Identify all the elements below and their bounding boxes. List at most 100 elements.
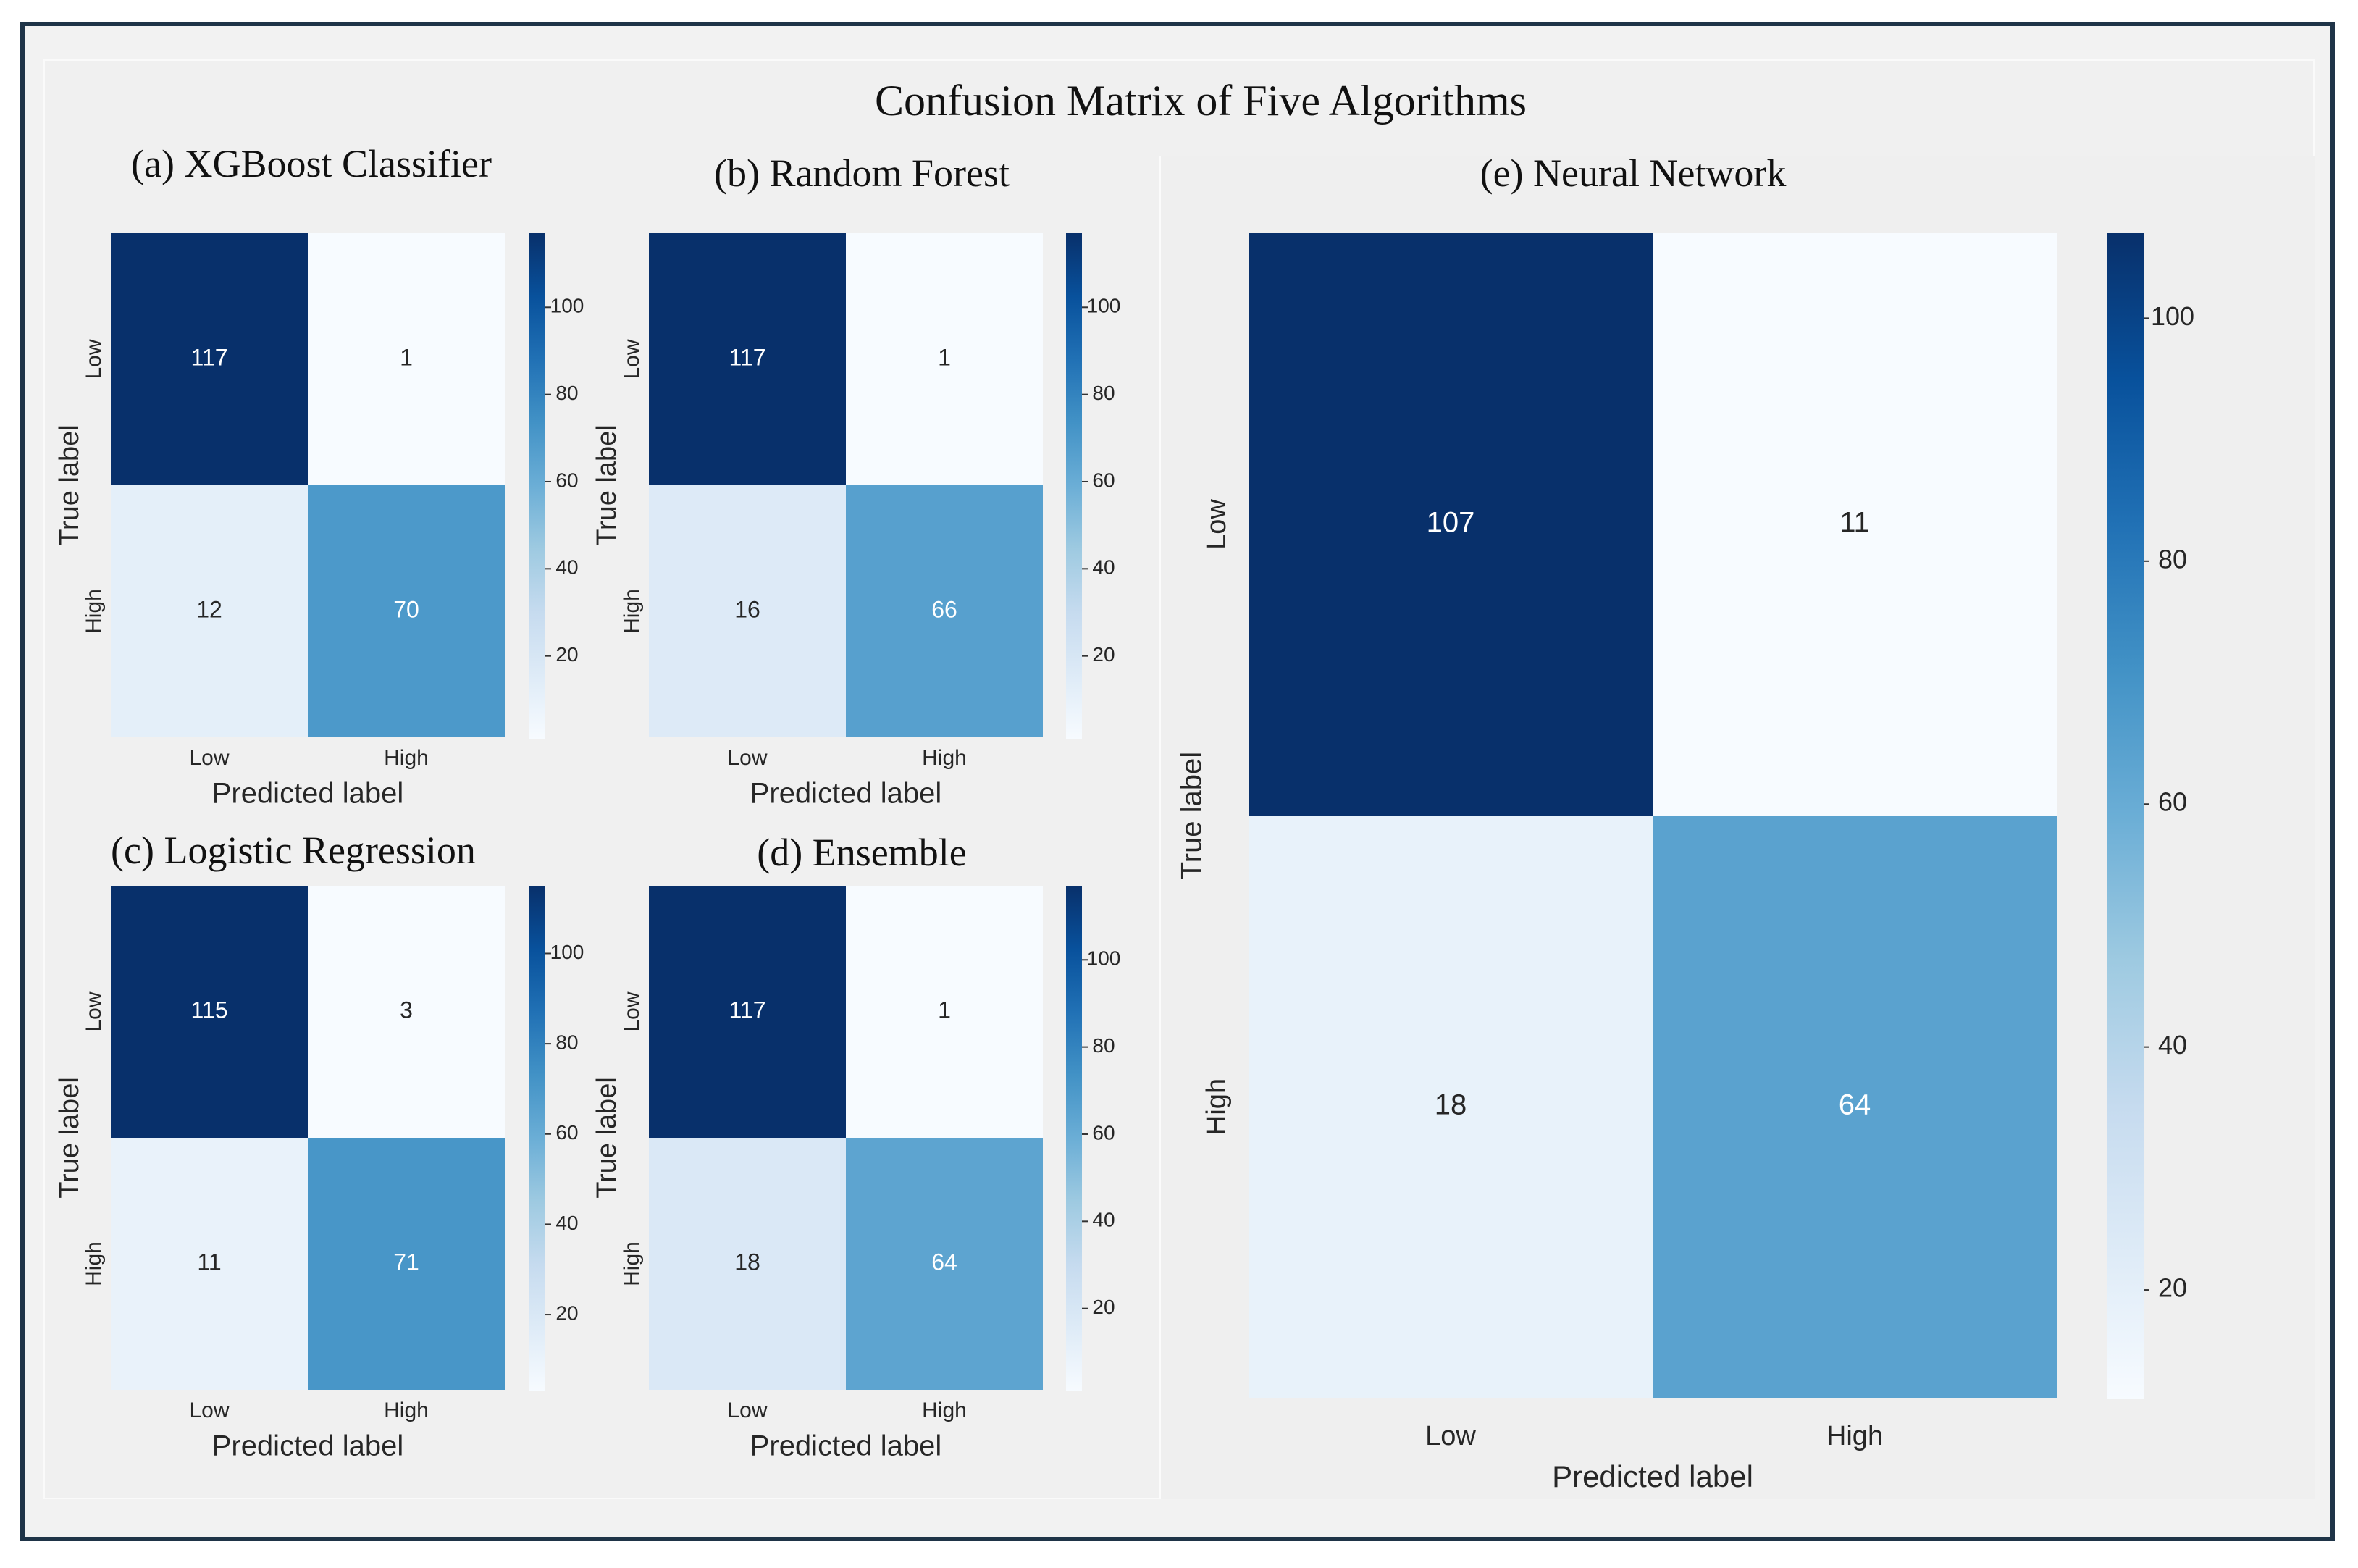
colorbar-tick-label: 20: [1092, 1296, 1115, 1318]
colorbar-tick-label: 40: [555, 1212, 578, 1234]
cell-value-label: 12: [196, 596, 222, 622]
x-tick-label: High: [384, 746, 429, 770]
cell-value-label: 115: [190, 997, 227, 1023]
y-axis-label: True label: [592, 424, 622, 546]
colorbar-tick-label: 40: [1092, 1209, 1115, 1231]
cell-value-label: 18: [734, 1249, 760, 1275]
cell-value-label: 3: [400, 997, 413, 1023]
heatmap-cell: [111, 485, 308, 737]
heatmap-cell: [846, 886, 1043, 1138]
y-axis-label: True label: [54, 424, 85, 546]
heatmap-cell: [1249, 233, 1653, 816]
cell-value-label: 117: [729, 344, 765, 370]
cell-value-label: 64: [1839, 1089, 1871, 1121]
cell-value-label: 71: [393, 1249, 419, 1275]
colorbar-tick-label: 60: [555, 469, 578, 491]
y-tick-label: Low: [620, 991, 644, 1031]
cell-value-label: 11: [1839, 507, 1870, 539]
cell-value-label: 1: [938, 997, 951, 1023]
colorbar: [529, 233, 545, 739]
cell-value-label: 16: [734, 596, 760, 622]
heatmap-cell: [846, 233, 1043, 485]
colorbar-tick-label: 60: [555, 1121, 578, 1144]
colorbar-tick-label: 100: [1087, 947, 1121, 970]
colorbar-tick-label: 20: [555, 643, 578, 666]
colorbar: [529, 886, 545, 1391]
panel-title-random-forest: (b) Random Forest: [714, 151, 1010, 195]
colorbar-tick-label: 80: [555, 1031, 578, 1054]
colorbar: [2107, 233, 2144, 1399]
heatmap-cell: [649, 1138, 846, 1390]
y-tick-label: Low: [82, 339, 106, 379]
cell-value-label: 64: [931, 1249, 957, 1275]
colorbar-tick-label: 20: [1092, 643, 1115, 666]
x-tick-label: Low: [727, 1399, 767, 1422]
x-axis-label: Predicted label: [750, 1430, 942, 1462]
heatmap-cell: [1653, 233, 2057, 816]
y-tick-label: High: [620, 1241, 644, 1286]
y-tick-label: High: [1201, 1078, 1232, 1135]
cell-value-label: 66: [931, 596, 957, 622]
colorbar: [1066, 233, 1082, 739]
colorbar-tick-label: 80: [555, 382, 578, 404]
cell-value-label: 11: [197, 1249, 221, 1275]
cell-value-label: 117: [190, 344, 227, 370]
panel-title-xgboost: (a) XGBoost Classifier: [131, 142, 492, 185]
heatmap-cell: [308, 485, 505, 737]
heatmap-cell: [111, 1138, 308, 1390]
heatmap-cell: [1653, 816, 2057, 1398]
x-axis-label: Predicted label: [212, 778, 404, 810]
colorbar-tick-label: 60: [1092, 1121, 1115, 1144]
colorbar-tick-label: 100: [550, 295, 584, 317]
heatmap-cell: [846, 1138, 1043, 1390]
x-tick-label: High: [922, 1399, 967, 1422]
colorbar-tick-label: 20: [2158, 1273, 2187, 1303]
colorbar-tick-label: 40: [2158, 1030, 2187, 1060]
colorbar-tick-label: 100: [550, 941, 584, 963]
colorbar-tick-label: 40: [1092, 556, 1115, 579]
y-axis-label: True label: [54, 1077, 85, 1199]
x-tick-label: High: [1826, 1421, 1883, 1451]
colorbar-tick-label: 40: [555, 556, 578, 579]
panel-title-neural-network: (e) Neural Network: [1480, 151, 1787, 195]
colorbar-tick-label: 80: [2158, 544, 2187, 574]
colorbar-tick-label: 100: [1087, 295, 1121, 317]
heatmap-cell: [1249, 816, 1653, 1398]
x-axis-label: Predicted label: [1552, 1459, 1753, 1493]
y-axis-label: True label: [1176, 752, 1208, 879]
cell-value-label: 1: [938, 344, 951, 370]
cell-value-label: 70: [393, 596, 419, 622]
y-tick-label: Low: [620, 339, 644, 379]
heatmap-cell: [111, 886, 308, 1138]
colorbar-tick-label: 60: [2158, 787, 2187, 817]
heatmap-cell: [649, 485, 846, 737]
heatmap-cell: [649, 233, 846, 485]
colorbar-tick-label: 100: [2151, 301, 2194, 331]
cell-value-label: 107: [1427, 507, 1475, 539]
cell-value-label: 117: [729, 997, 765, 1023]
panel-title-ensemble: (d) Ensemble: [757, 831, 967, 874]
colorbar-tick-label: 80: [1092, 382, 1115, 404]
y-tick-label: High: [620, 589, 644, 634]
heatmap-cell: [649, 886, 846, 1138]
heatmap-cell: [308, 886, 505, 1138]
heatmap-cell: [308, 1138, 505, 1390]
colorbar-tick-label: 20: [555, 1301, 578, 1324]
x-tick-label: Low: [1425, 1421, 1476, 1451]
x-tick-label: High: [384, 1399, 429, 1422]
colorbar-tick-label: 60: [1092, 469, 1115, 491]
x-axis-label: Predicted label: [750, 778, 942, 810]
x-tick-label: High: [922, 746, 967, 770]
colorbar-tick-label: 80: [1092, 1034, 1115, 1057]
y-axis-label: True label: [592, 1077, 622, 1199]
panel-title-logistic-regression: (c) Logistic Regression: [111, 829, 476, 872]
y-tick-label: High: [82, 589, 106, 634]
x-tick-label: Low: [189, 746, 229, 770]
x-tick-label: Low: [727, 746, 767, 770]
cell-value-label: 1: [400, 344, 413, 370]
x-axis-label: Predicted label: [212, 1430, 404, 1462]
x-tick-label: Low: [189, 1399, 229, 1422]
y-tick-label: Low: [82, 991, 106, 1031]
y-tick-label: Low: [1201, 499, 1232, 550]
colorbar: [1066, 886, 1082, 1391]
